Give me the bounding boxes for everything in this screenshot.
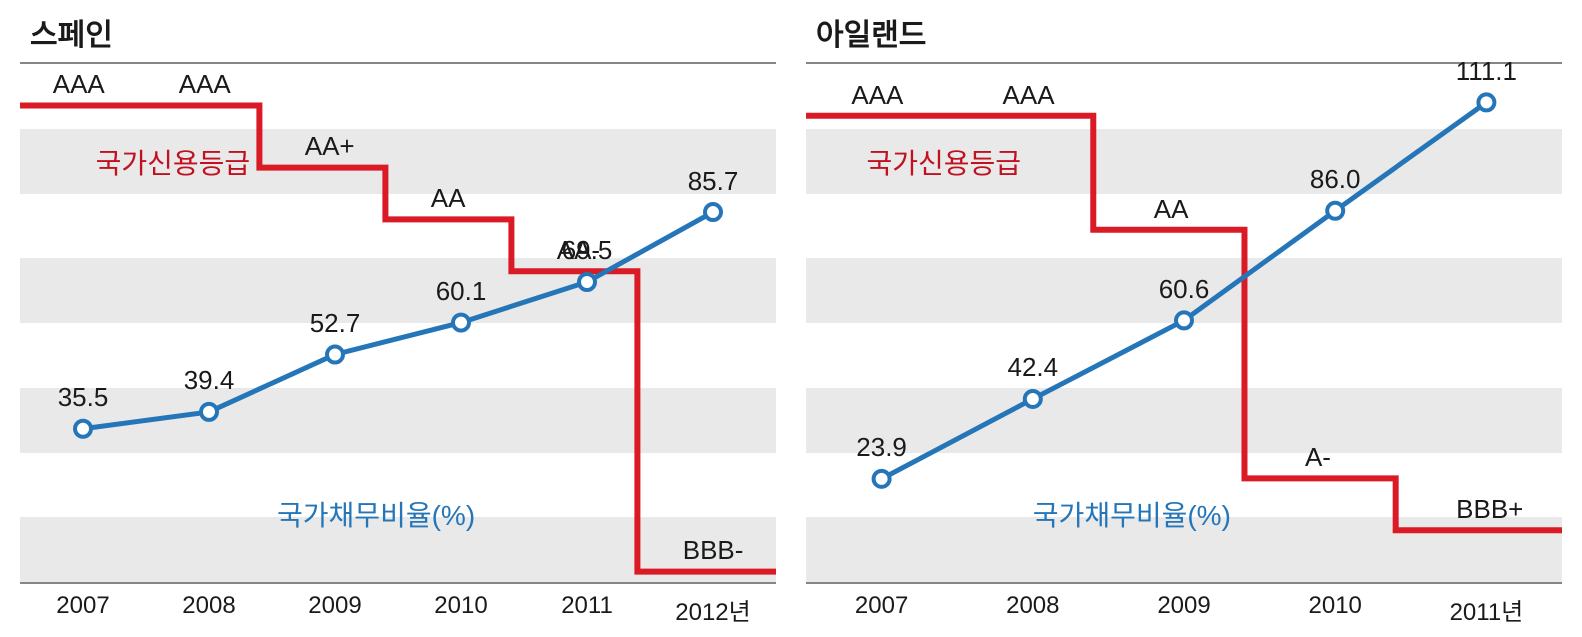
plot-wrap: 35.539.452.760.169.585.7AAAAAAAA+AAAA-BB… xyxy=(20,62,776,627)
x-tick-label: 2010 xyxy=(398,592,524,627)
x-tick-label: 2009 xyxy=(1108,592,1259,627)
legend-rating: 국가신용등급 xyxy=(96,142,251,182)
debt-value-label: 111.1 xyxy=(1456,56,1517,87)
chart-panel-spain: 스페인 35.539.452.760.169.585.7AAAAAAAA+AAA… xyxy=(20,10,776,627)
plot-area-0: 35.539.452.760.169.585.7AAAAAAAA+AAAA-BB… xyxy=(20,62,776,584)
debt-value-label: 86.0 xyxy=(1310,164,1361,195)
x-axis-1: 20072008200920102011년 xyxy=(806,584,1562,627)
x-tick-label: 2010 xyxy=(1260,592,1411,627)
chart-title: 스페인 xyxy=(20,10,776,54)
plot-wrap: 23.942.460.686.0111.1AAAAAAAAA-BBB+국가신용등… xyxy=(806,62,1562,627)
x-tick-label: 2012년 xyxy=(650,592,776,627)
debt-value-label: 85.7 xyxy=(688,166,739,197)
rating-label: BBB- xyxy=(683,535,744,566)
x-tick-label: 2011년 xyxy=(1411,592,1562,627)
debt-value-label: 60.6 xyxy=(1159,274,1210,305)
debt-marker xyxy=(579,274,595,290)
debt-value-label: 60.1 xyxy=(436,276,487,307)
plot-area-1: 23.942.460.686.0111.1AAAAAAAAA-BBB+국가신용등… xyxy=(806,62,1562,584)
debt-value-label: 42.4 xyxy=(1007,352,1058,383)
rating-label: A- xyxy=(1305,442,1331,473)
x-tick-label: 2011 xyxy=(524,592,650,627)
debt-marker xyxy=(1025,391,1041,407)
rating-label: AAA xyxy=(179,69,231,100)
debt-marker xyxy=(327,347,343,363)
debt-marker xyxy=(1176,312,1192,328)
debt-marker xyxy=(705,204,721,220)
x-axis-0: 200720082009201020112012년 xyxy=(20,584,776,627)
debt-marker xyxy=(201,404,217,420)
legend-debt: 국가채무비율(%) xyxy=(1033,494,1231,534)
debt-value-label: 39.4 xyxy=(184,365,235,396)
rating-label: AAA xyxy=(1003,80,1055,111)
chart-title: 아일랜드 xyxy=(806,10,1562,54)
rating-label: AA xyxy=(431,183,466,214)
rating-label: BBB+ xyxy=(1456,494,1523,525)
debt-value-label: 23.9 xyxy=(856,432,907,463)
x-tick-label: 2007 xyxy=(806,592,957,627)
rating-label: AA- xyxy=(557,235,600,266)
rating-label: AAA xyxy=(851,80,903,111)
x-tick-label: 2009 xyxy=(272,592,398,627)
legend-debt: 국가채무비율(%) xyxy=(277,494,475,534)
x-tick-label: 2007 xyxy=(20,592,146,627)
rating-label: AA xyxy=(1154,194,1189,225)
x-tick-label: 2008 xyxy=(146,592,272,627)
chart-panel-ireland: 아일랜드 23.942.460.686.0111.1AAAAAAAAA-BBB+… xyxy=(806,10,1562,627)
rating-label: AAA xyxy=(53,69,105,100)
debt-marker xyxy=(453,315,469,331)
debt-value-label: 35.5 xyxy=(58,382,109,413)
debt-marker xyxy=(1478,94,1494,110)
x-tick-label: 2008 xyxy=(957,592,1108,627)
debt-marker xyxy=(874,471,890,487)
debt-marker xyxy=(75,421,91,437)
rating-label: AA+ xyxy=(305,131,355,162)
debt-value-label: 52.7 xyxy=(310,308,361,339)
debt-marker xyxy=(1327,203,1343,219)
legend-rating: 국가신용등급 xyxy=(866,142,1021,182)
